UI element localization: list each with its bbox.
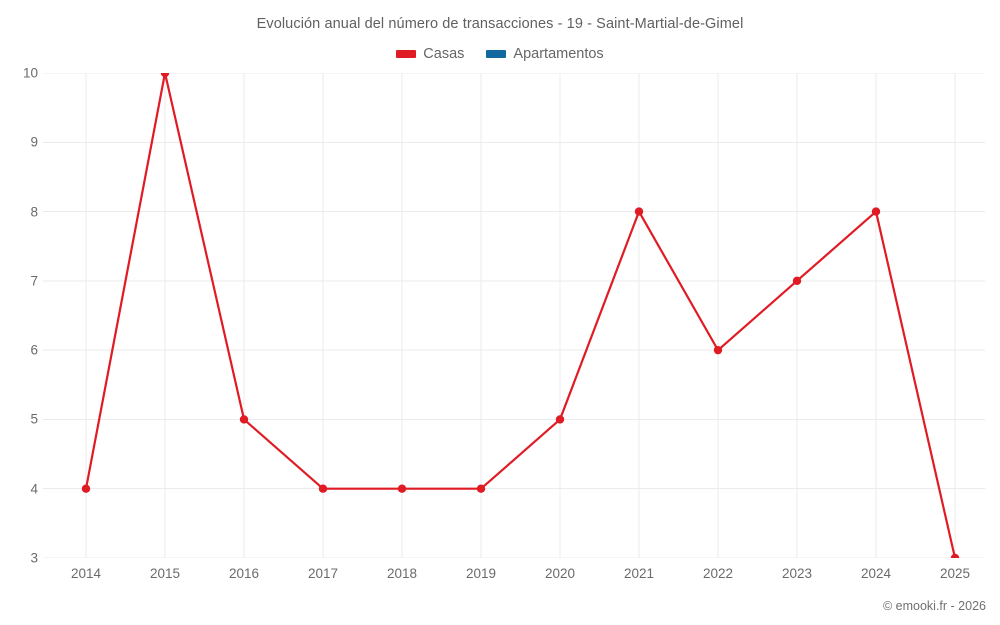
legend-item-casas[interactable]: Casas xyxy=(396,46,464,62)
x-axis-tick-label: 2024 xyxy=(860,566,892,581)
y-axis-tick-label: 5 xyxy=(30,411,38,427)
x-axis-tick-label: 2021 xyxy=(623,566,655,581)
data-point-marker[interactable] xyxy=(81,484,91,493)
y-axis-tick-label: 4 xyxy=(30,481,38,497)
data-point-marker[interactable] xyxy=(634,207,644,216)
copyright-footer: © emooki.fr - 2026 xyxy=(882,599,986,613)
series-markers xyxy=(81,73,960,558)
x-axis-tick-label: 2022 xyxy=(702,566,734,581)
legend-swatch-icon xyxy=(486,50,507,58)
y-axis-tick-label: 3 xyxy=(30,550,38,566)
x-axis-tick-label: 2023 xyxy=(781,566,813,581)
data-point-marker[interactable] xyxy=(792,276,802,286)
data-point-marker[interactable] xyxy=(318,484,328,493)
legend-swatch-icon xyxy=(396,50,417,58)
data-point-marker[interactable] xyxy=(555,415,565,424)
data-point-marker[interactable] xyxy=(397,484,407,493)
data-point-marker[interactable] xyxy=(160,73,170,78)
x-axis-tick-label: 2019 xyxy=(465,566,497,581)
data-point-marker[interactable] xyxy=(871,207,881,216)
legend-label: Apartamentos xyxy=(513,46,604,62)
data-point-marker[interactable] xyxy=(950,553,960,558)
chart-legend: Casas Apartamentos xyxy=(0,46,1000,62)
y-axis-tick-label: 10 xyxy=(22,65,38,81)
data-point-marker[interactable] xyxy=(239,415,249,424)
y-axis-tick-label: 9 xyxy=(30,134,38,150)
legend-label: Casas xyxy=(423,46,465,62)
x-axis-tick-label: 2016 xyxy=(228,566,260,581)
x-axis-tick-label: 2017 xyxy=(307,566,339,581)
y-axis-tick-label: 8 xyxy=(30,204,38,220)
y-axis-tick-label: 6 xyxy=(30,342,38,358)
y-axis-tick-label: 7 xyxy=(30,273,38,289)
x-axis-tick-label: 2015 xyxy=(149,566,181,581)
series-line xyxy=(84,73,957,558)
grid-lines xyxy=(43,73,985,558)
plot-svg xyxy=(43,73,985,558)
x-axis-tick-label: 2018 xyxy=(386,566,418,581)
series-lines xyxy=(84,73,957,558)
x-axis-tick-label: 2020 xyxy=(544,566,576,581)
y-axis-tick-labels: 3 4 5 6 7 8 9 10 xyxy=(0,0,38,625)
data-point-marker[interactable] xyxy=(476,484,486,493)
legend-item-apartamentos[interactable]: Apartamentos xyxy=(486,46,604,62)
x-axis-tick-label: 2025 xyxy=(939,566,971,581)
plot-area xyxy=(43,73,985,558)
data-point-marker[interactable] xyxy=(713,345,723,355)
x-axis-tick-label: 2014 xyxy=(70,566,102,581)
chart-title: Evolución anual del número de transaccio… xyxy=(256,16,744,32)
